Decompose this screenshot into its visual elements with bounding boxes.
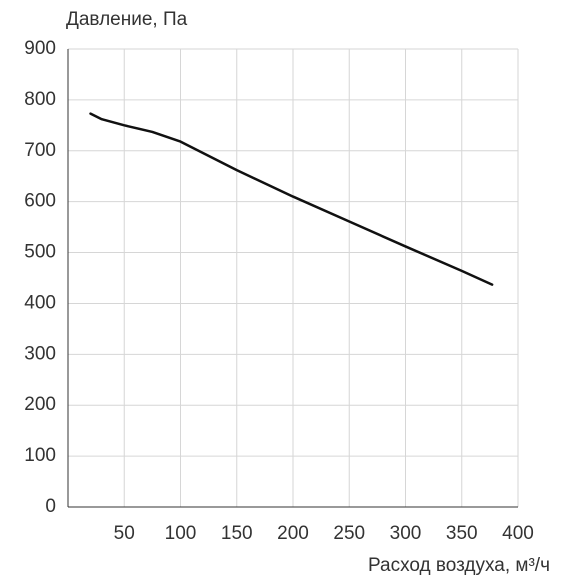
x-axis-label: Расход воздуха, м³/ч (368, 555, 550, 576)
y-tick-label: 800 (24, 89, 56, 110)
x-tick-label: 100 (165, 523, 197, 544)
x-tick-label: 50 (114, 523, 135, 544)
x-tick-label: 350 (446, 523, 478, 544)
y-tick-label: 500 (24, 242, 56, 263)
y-tick-label: 200 (24, 394, 56, 415)
y-tick-label: 0 (45, 496, 56, 517)
y-tick-label: 300 (24, 343, 56, 364)
x-tick-label: 150 (221, 523, 253, 544)
data-line (89, 112, 494, 286)
y-axis-label: Давление, Па (66, 9, 188, 30)
y-tick-label: 600 (24, 191, 56, 212)
x-tick-label: 200 (277, 523, 309, 544)
x-tick-label: 400 (502, 523, 534, 544)
y-tick-label: 400 (24, 292, 56, 313)
y-tick-label: 900 (24, 38, 56, 59)
y-tick-label: 700 (24, 140, 56, 161)
x-tick-label: 250 (333, 523, 365, 544)
y-tick-label: 100 (24, 445, 56, 466)
x-tick-label: 300 (390, 523, 422, 544)
